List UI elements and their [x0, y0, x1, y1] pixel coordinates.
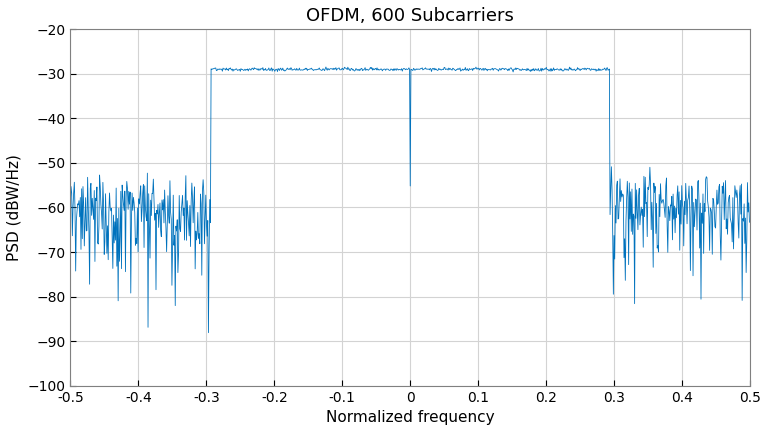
Title: OFDM, 600 Subcarriers: OFDM, 600 Subcarriers	[306, 7, 515, 25]
Y-axis label: PSD (dBW/Hz): PSD (dBW/Hz)	[7, 154, 22, 261]
X-axis label: Normalized frequency: Normalized frequency	[326, 410, 495, 425]
